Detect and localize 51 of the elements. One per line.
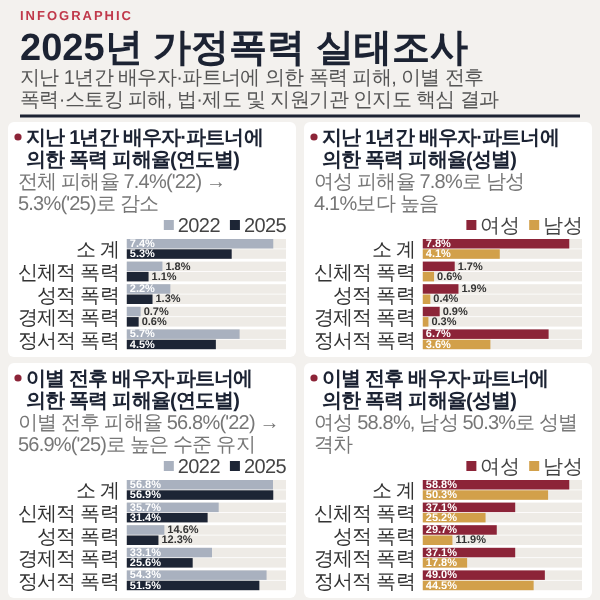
- bar: [422, 261, 455, 272]
- y-tick-label: 경제적 폭력: [18, 308, 119, 331]
- y-tick-label: 신체적 폭력: [18, 503, 119, 526]
- bar: [126, 271, 149, 282]
- bar: [422, 284, 459, 294]
- legend-label: 남성: [543, 216, 582, 238]
- legend-label: 남성: [543, 457, 582, 479]
- bar: [126, 306, 141, 317]
- y-tick-label: 경제적 폭력: [314, 549, 415, 572]
- y-tick-label: 경제적 폭력: [314, 308, 415, 331]
- y-tick-label: 소 계: [75, 481, 119, 504]
- y-tick-label: 정서적 폭력: [18, 330, 119, 353]
- chart-subtitle: 여성 58.8%, 남성 50.3%로 성별 격차: [314, 413, 578, 457]
- bar: [422, 317, 429, 327]
- y-tick-label: 소 계: [371, 240, 415, 263]
- chart-title: 이별 전후 배우자·파트너에 의한 폭력 피해율(성별): [322, 369, 549, 413]
- text: 2025년 가정폭력 실태조사: [20, 28, 468, 70]
- y-tick-label: 소 계: [75, 240, 119, 263]
- y-tick-label: 신체적 폭력: [314, 503, 415, 526]
- legend-label: 2025: [243, 457, 288, 479]
- y-tick-label: 성적 폭력: [37, 285, 119, 308]
- y-tick-label: 성적 폭력: [333, 285, 415, 308]
- chart-title: 지난 1년간 배우자·파트너에 의한 폭력 피해율(성별): [322, 128, 559, 172]
- chart-subtitle: 전체 피해율 7.4%('22) → 5.3%('25)로 감소: [18, 172, 226, 216]
- y-tick-label: 신체적 폭력: [314, 262, 415, 285]
- chart-title: 지난 1년간 배우자·파트너에 의한 폭력 피해율(연도별): [26, 128, 263, 172]
- y-tick-label: 정서적 폭력: [18, 571, 119, 594]
- legend-label: 2022: [177, 216, 222, 238]
- bar: [422, 535, 453, 545]
- y-tick-label: 소 계: [371, 481, 415, 504]
- bar: [126, 261, 163, 272]
- bar: [126, 294, 153, 304]
- text: 지난 1년간 배우자·파트너에 의한 폭력 피해, 이별 전후 폭력·스토킹 피해, 법·제도 및 지원기관 인지도 핵심 결과: [20, 68, 500, 112]
- legend-label: 여성: [480, 216, 520, 238]
- y-tick-label: 정서적 폭력: [314, 571, 415, 594]
- bar: [126, 535, 159, 545]
- y-tick-label: 정서적 폭력: [314, 330, 415, 353]
- chart-title: 이별 전후 배우자·파트너에 의한 폭력 피해율(연도별): [26, 369, 253, 413]
- y-tick-label: 성적 폭력: [333, 526, 415, 549]
- chart-subtitle: 여성 피해율 7.8%로 남성 4.1%보다 높음: [314, 172, 525, 216]
- bar: [126, 317, 139, 327]
- chart-subtitle: 이별 전후 피해율 56.8%('22) → 56.9%('25)로 높은 수준 유지: [18, 413, 279, 457]
- legend-label: 2022: [177, 457, 222, 479]
- bar: [422, 271, 435, 282]
- y-tick-label: 신체적 폭력: [18, 262, 119, 285]
- y-tick-label: 경제적 폭력: [18, 549, 119, 572]
- bar: [126, 525, 165, 535]
- legend-label: 2025: [243, 216, 288, 238]
- bar: [422, 306, 440, 317]
- y-tick-label: 성적 폭력: [37, 526, 119, 549]
- legend-label: 여성: [480, 457, 520, 479]
